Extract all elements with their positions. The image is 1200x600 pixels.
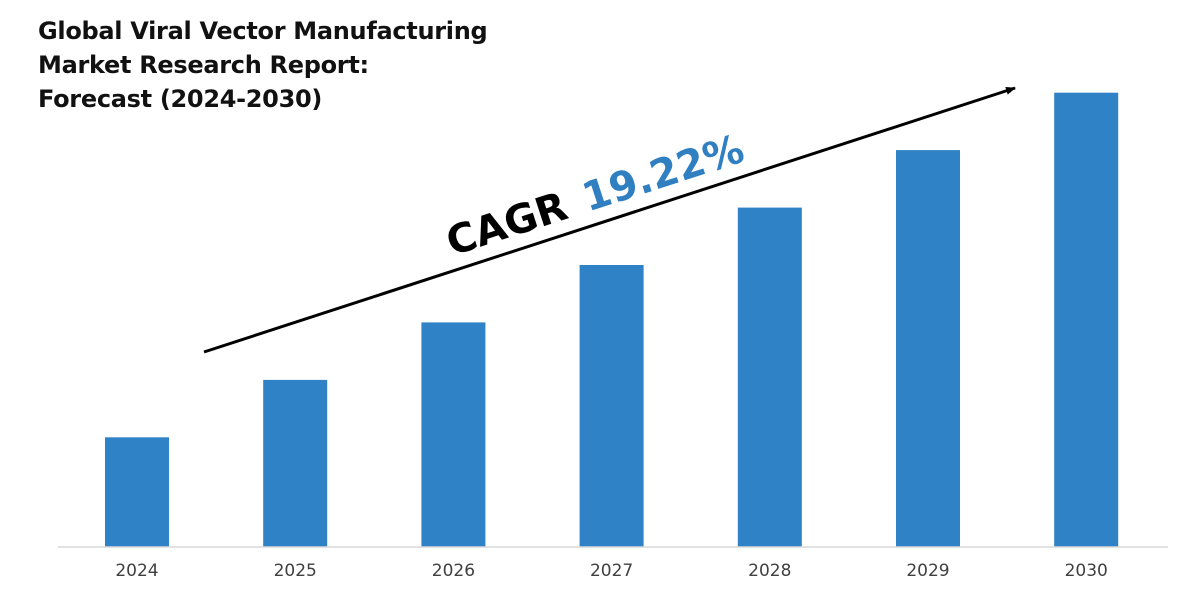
bars-group <box>105 92 1119 547</box>
x-tick-label-2028: 2028 <box>748 561 791 581</box>
cagr-value: 19.22% <box>577 126 750 221</box>
cagr-trend-arrow <box>203 86 1016 354</box>
x-tick-label-2025: 2025 <box>274 561 317 581</box>
bar-2028 <box>737 207 802 547</box>
bar-2024 <box>105 437 169 547</box>
bar-2029 <box>896 150 960 547</box>
chart-title: Global Viral Vector Manufacturing Market… <box>38 14 488 116</box>
bar-2026 <box>421 322 486 547</box>
cagr-annotation: CAGR 19.22% <box>441 126 750 265</box>
x-tick-labels: 2024 2025 2026 2027 2028 2029 2030 <box>115 561 1107 581</box>
x-tick-label-2030: 2030 <box>1065 561 1108 581</box>
x-tick-label-2027: 2027 <box>590 561 633 581</box>
title-line-1: Global Viral Vector Manufacturing <box>38 17 488 45</box>
x-tick-label-2024: 2024 <box>115 561 158 581</box>
bar-2025 <box>263 379 328 547</box>
x-tick-label-2026: 2026 <box>432 561 475 581</box>
title-line-3: Forecast (2024-2030) <box>38 85 323 113</box>
title-line-2: Market Research Report: <box>38 51 369 79</box>
x-tick-label-2029: 2029 <box>906 561 949 581</box>
bar-2030 <box>1054 92 1119 547</box>
bar-2027 <box>579 265 644 547</box>
